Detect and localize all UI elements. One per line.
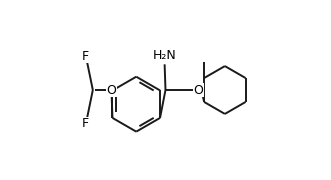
Text: O: O [193, 84, 203, 96]
Text: F: F [81, 50, 88, 63]
Text: H₂N: H₂N [153, 49, 176, 62]
Text: O: O [107, 84, 117, 96]
Text: F: F [81, 117, 88, 130]
